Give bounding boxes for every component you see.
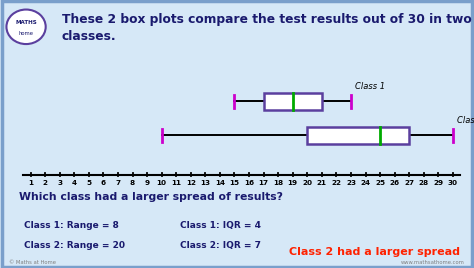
Text: 13: 13 — [201, 180, 210, 186]
Text: 5: 5 — [86, 180, 91, 186]
Text: 2: 2 — [43, 180, 48, 186]
Text: 24: 24 — [361, 180, 371, 186]
Bar — [264, 93, 322, 110]
Text: 6: 6 — [101, 180, 106, 186]
Text: Class 1: Range = 8: Class 1: Range = 8 — [24, 221, 119, 230]
Text: These 2 box plots compare the test results out of 30 in two
classes.: These 2 box plots compare the test resul… — [62, 13, 471, 43]
Text: home: home — [18, 31, 34, 36]
Text: 1: 1 — [28, 180, 33, 186]
Text: Class 2 had a larger spread: Class 2 had a larger spread — [289, 247, 460, 257]
Text: 26: 26 — [390, 180, 400, 186]
Text: 25: 25 — [375, 180, 385, 186]
Text: © Maths at Home: © Maths at Home — [9, 260, 56, 265]
Text: 23: 23 — [346, 180, 356, 186]
Text: 22: 22 — [331, 180, 341, 186]
Text: MATHS: MATHS — [15, 20, 37, 25]
Text: 17: 17 — [259, 180, 269, 186]
Text: 10: 10 — [156, 180, 167, 186]
Text: 16: 16 — [244, 180, 254, 186]
Text: 9: 9 — [145, 180, 150, 186]
Text: Class 2: Class 2 — [457, 116, 474, 125]
Text: 15: 15 — [229, 180, 239, 186]
Text: 28: 28 — [419, 180, 429, 186]
Text: 8: 8 — [130, 180, 135, 186]
Text: 19: 19 — [288, 180, 298, 186]
Text: 20: 20 — [302, 180, 312, 186]
Text: Class 1: Class 1 — [356, 82, 385, 91]
Text: Class 2: IQR = 7: Class 2: IQR = 7 — [180, 241, 261, 250]
Text: Which class had a larger spread of results?: Which class had a larger spread of resul… — [19, 192, 283, 202]
Text: 30: 30 — [448, 180, 458, 186]
Text: 14: 14 — [215, 180, 225, 186]
Text: 29: 29 — [433, 180, 443, 186]
Bar — [307, 127, 409, 144]
Text: 12: 12 — [186, 180, 196, 186]
Text: 11: 11 — [171, 180, 181, 186]
Text: 4: 4 — [72, 180, 77, 186]
Text: Class 2: Range = 20: Class 2: Range = 20 — [24, 241, 125, 250]
Text: Class 1: IQR = 4: Class 1: IQR = 4 — [180, 221, 261, 230]
Text: 21: 21 — [317, 180, 327, 186]
Text: 7: 7 — [116, 180, 120, 186]
Text: 27: 27 — [404, 180, 414, 186]
Text: www.mathsathome.com: www.mathsathome.com — [401, 260, 465, 265]
Circle shape — [7, 10, 46, 44]
Text: 3: 3 — [57, 180, 62, 186]
Text: 18: 18 — [273, 180, 283, 186]
